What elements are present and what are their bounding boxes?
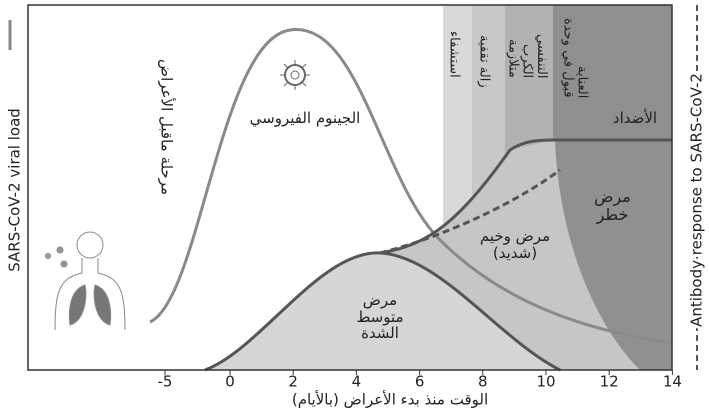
moderate-label: مرض متوسط الشدة [356, 291, 404, 342]
critical-area [555, 140, 672, 370]
phase-label: قبول في وحدة العناية [560, 18, 590, 98]
severe-label: مرض وخيم (شديد) [479, 227, 551, 262]
right-axis-label: Antibody response to SARS-CoV-2 [688, 73, 706, 327]
viral-genome-label: الجينوم الفيروسي [249, 109, 361, 127]
x-tick-label: 8 [478, 373, 488, 391]
y-axis-label: SARS-CoV-2 viral load [6, 108, 24, 272]
virus-icon [280, 60, 310, 90]
x-tick-label: 0 [225, 373, 235, 391]
viral-load-curve [149, 28, 673, 345]
plot-frame [27, 4, 673, 371]
x-axis-label: الوقت منذ بدء الأعراض (بالأيام) [292, 390, 488, 409]
moderate-area [205, 252, 560, 370]
phase-label: استشفاء [446, 31, 462, 78]
critical-label: مرض خطر [594, 187, 631, 224]
x-tick-label: 10 [536, 373, 555, 391]
severe-area [380, 140, 640, 370]
presymptomatic-label: مرحلة ماقبل الأعراض [157, 58, 176, 195]
x-tick-label: 6 [415, 373, 425, 391]
x-tick-label: 12 [600, 373, 619, 391]
antibodies-label: الأضداد [612, 109, 658, 127]
x-tick-label: 2 [288, 373, 298, 391]
antibody-dashed [379, 168, 561, 255]
x-tick-label: -5 [158, 373, 173, 391]
x-tick-label: 4 [352, 373, 362, 391]
x-tick-label: 14 [663, 373, 682, 391]
body-icon [45, 231, 126, 331]
phase-label: زالة تقفية [476, 35, 492, 88]
phase-label: متلازمة الكرب التنفسي [505, 33, 549, 78]
